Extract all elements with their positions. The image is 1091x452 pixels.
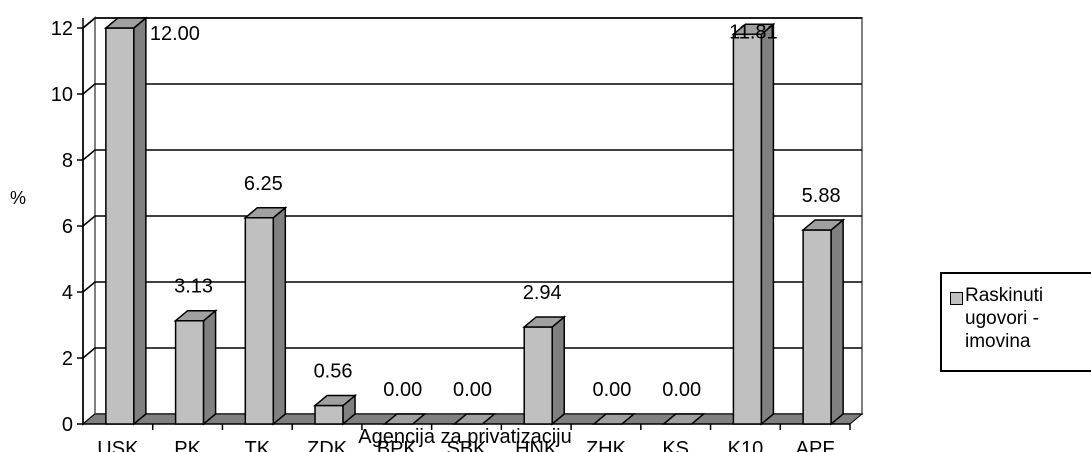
bar (731, 22, 776, 426)
bar-top (661, 413, 706, 425)
bar-side (202, 309, 217, 426)
gridline (82, 17, 862, 29)
bar-top (312, 394, 358, 407)
gridline (82, 149, 862, 161)
gridline (82, 215, 862, 227)
y-tick-label: 2 (62, 348, 73, 370)
bar (591, 413, 637, 425)
bar (243, 206, 288, 426)
bar (522, 315, 567, 426)
bar-front (802, 229, 832, 425)
bar-front (314, 404, 344, 425)
x-tick-label: ZHK (586, 438, 627, 452)
x-tick-label: BPK (377, 438, 418, 452)
y-tick-label: 12 (51, 18, 73, 40)
x-tick-label: K10 (728, 438, 764, 452)
x-tick-label: KS (662, 438, 689, 452)
data-label: 0.00 (592, 379, 631, 401)
data-labels: 12.00 3.13 6.25 0.56 0.00 0.00 2.94 0.00 0.00 11.… (150, 21, 841, 401)
bar-front (732, 33, 763, 425)
bar-front (105, 27, 135, 425)
gridline (82, 83, 862, 95)
bar-top (591, 413, 637, 425)
data-label: 12.00 (150, 23, 200, 45)
y-tick-label: 0 (62, 414, 73, 436)
bar (103, 16, 148, 426)
data-label: 0.00 (383, 379, 422, 401)
bar-side (272, 206, 287, 426)
x-tick-labels: USK PK TK ZDK BPK SBK HNK ZHK KS K10 APF (97, 438, 834, 452)
legend: Raskinuti ugovori - imovina (940, 272, 1091, 372)
bar (452, 413, 497, 425)
x-tick-label: ZDK (307, 438, 348, 452)
data-label: 0.56 (314, 361, 353, 383)
bar-side (760, 22, 775, 426)
gridline (82, 281, 862, 293)
y-tick-labels: 0 2 4 6 8 10 12 (51, 18, 73, 436)
y-tick-label: 8 (62, 150, 73, 172)
bar-top (382, 413, 427, 425)
data-label: 5.88 (802, 185, 841, 207)
data-label: 6.25 (244, 173, 283, 195)
x-tick-label: PK (174, 438, 201, 452)
x-tick-label: SBK (446, 438, 487, 452)
data-label: 0.00 (453, 379, 492, 401)
data-label: 3.13 (174, 276, 213, 298)
bar-front (244, 217, 275, 425)
bar-side (133, 16, 147, 426)
bar (173, 309, 218, 426)
bar-top (173, 309, 218, 322)
x-tick-label: HNK (515, 438, 558, 452)
y-tick-label: 4 (62, 282, 73, 304)
data-label: 2.94 (523, 282, 562, 304)
x-tick-label: APF (796, 438, 835, 452)
bar-top (243, 207, 288, 219)
gridlines (82, 17, 862, 359)
bar-top (522, 316, 567, 328)
y-axis-title: % (10, 188, 26, 208)
bar (382, 413, 427, 425)
bar-side (551, 315, 565, 426)
bar-top (452, 413, 497, 425)
bar (661, 413, 706, 425)
y-tick-label: 6 (62, 216, 73, 238)
x-tick-label: TK (245, 438, 271, 452)
bars (103, 16, 846, 426)
legend-swatch (950, 292, 963, 305)
bar (312, 393, 358, 426)
data-label: 11.81 (729, 21, 778, 43)
x-axis-title: Agencija za privatizaciju (358, 426, 571, 448)
x-tick-label: USK (97, 438, 139, 452)
bar-top (801, 219, 846, 231)
bar-side (830, 218, 844, 426)
bar-top (731, 23, 776, 36)
legend-label: Raskinuti ugovori - imovina (965, 285, 1044, 352)
gridline (82, 347, 862, 359)
bar (801, 218, 846, 426)
bar-front (523, 326, 553, 425)
data-label: 0.00 (662, 379, 701, 401)
bar-top (103, 17, 148, 29)
y-tick-label: 10 (51, 84, 73, 106)
bar-front (174, 319, 205, 425)
